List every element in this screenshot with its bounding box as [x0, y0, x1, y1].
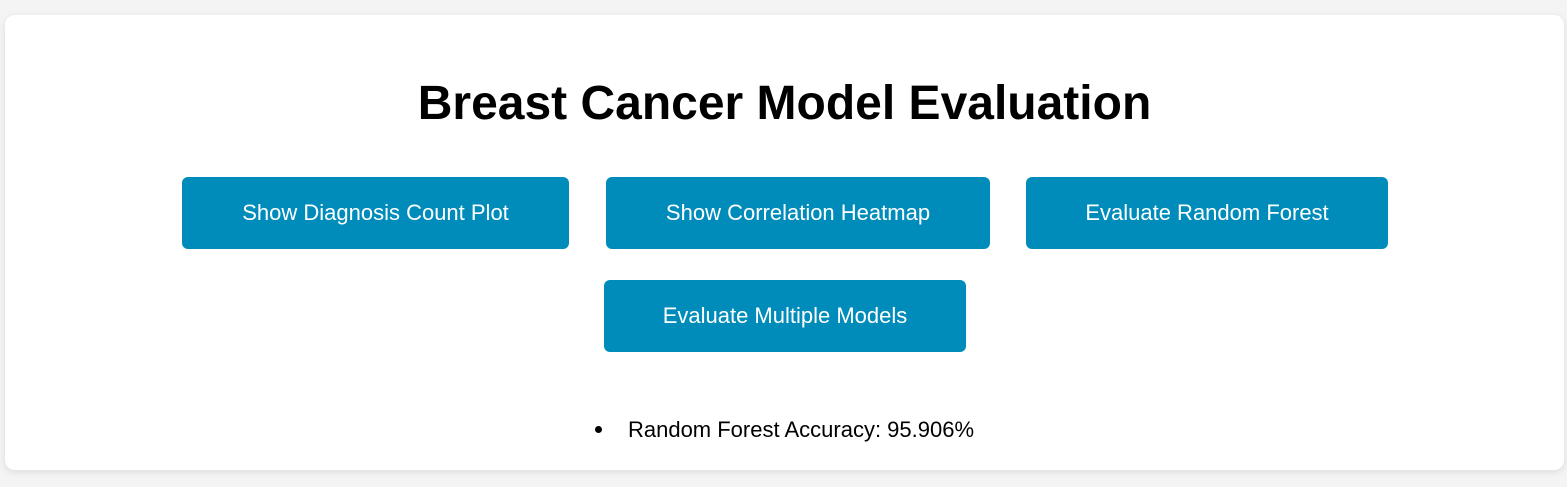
bullet-icon — [594, 426, 602, 433]
evaluate-random-forest-button[interactable]: Evaluate Random Forest — [1026, 177, 1388, 249]
show-diagnosis-count-plot-button[interactable]: Show Diagnosis Count Plot — [182, 177, 569, 249]
page-title: Breast Cancer Model Evaluation — [417, 77, 1152, 130]
results-list: Random Forest Accuracy: 95.906% — [5, 413, 1564, 443]
evaluate-multiple-models-button[interactable]: Evaluate Multiple Models — [604, 280, 966, 352]
random-forest-accuracy-text: Random Forest Accuracy: 95.906% — [627, 416, 975, 442]
show-correlation-heatmap-button[interactable]: Show Correlation Heatmap — [606, 177, 990, 249]
main-card: Breast Cancer Model Evaluation Show Diag… — [5, 15, 1564, 470]
result-item: Random Forest Accuracy: 95.906% — [594, 416, 975, 443]
